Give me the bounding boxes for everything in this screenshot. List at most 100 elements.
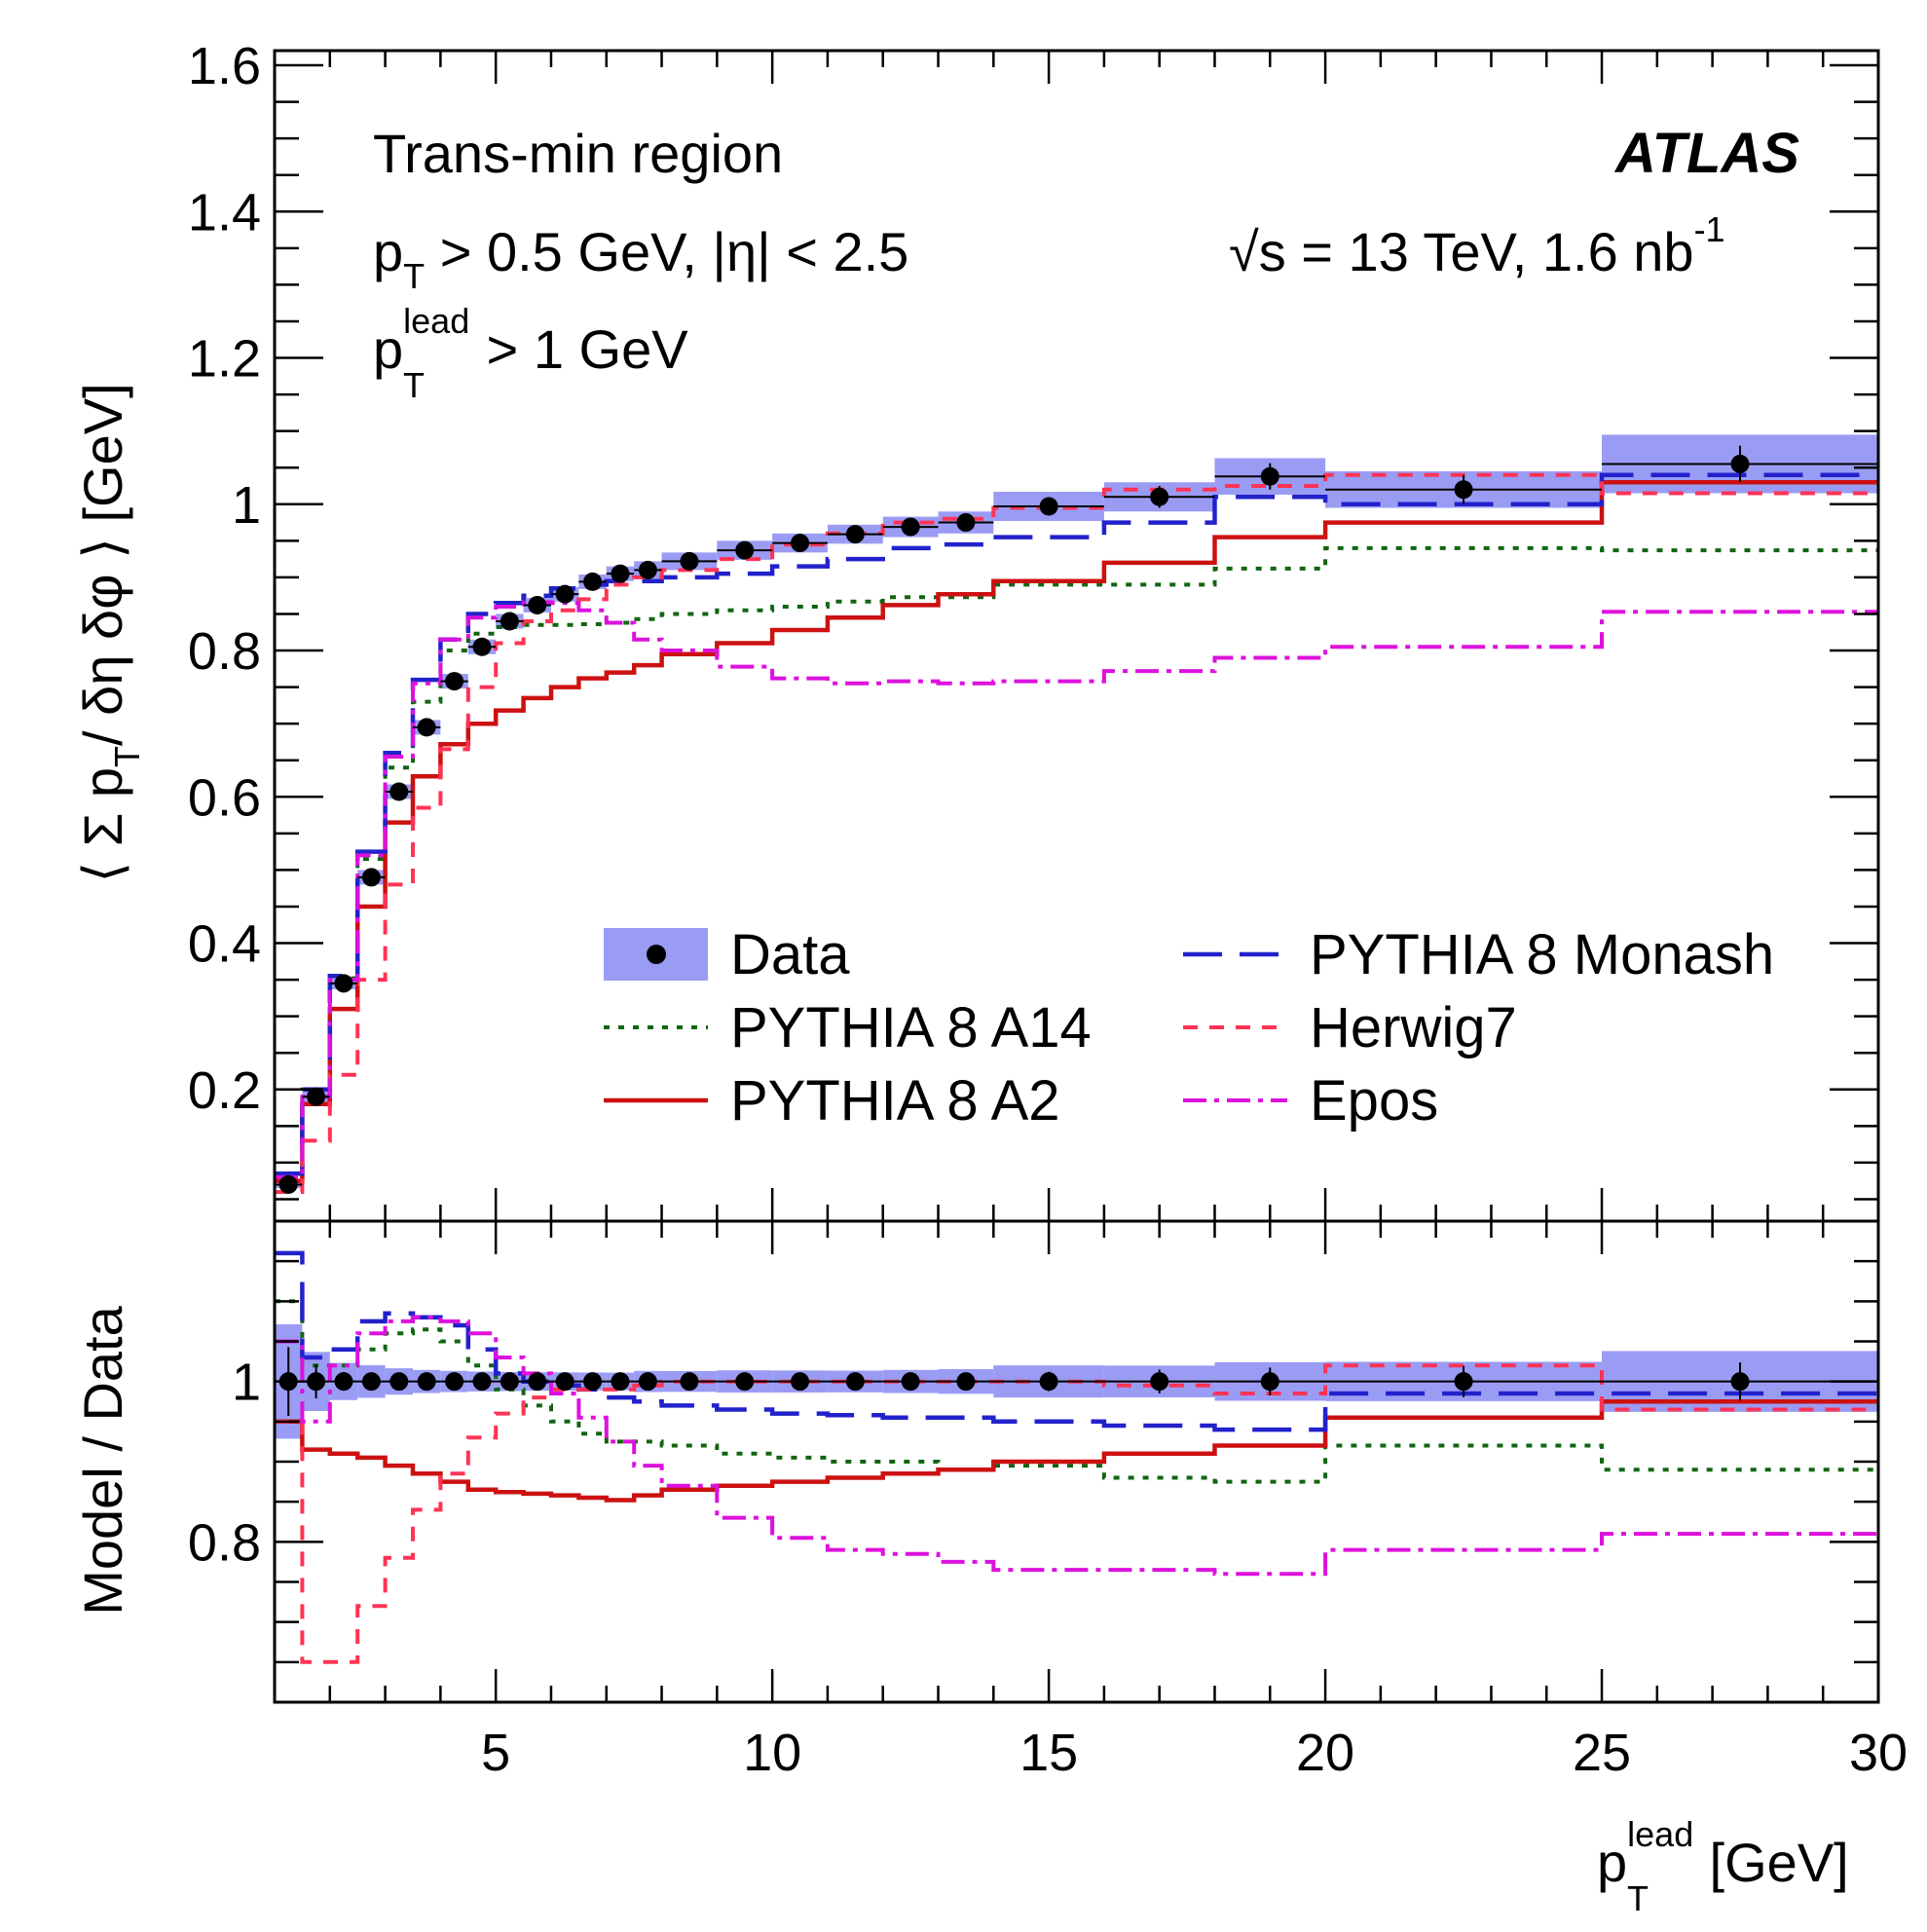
data-point-ratio-14: [680, 1372, 699, 1392]
cut1-p: p: [373, 221, 403, 282]
data-point-top-1: [307, 1087, 326, 1106]
data-point-ratio-16: [791, 1372, 810, 1392]
data-point-top-21: [1150, 487, 1169, 506]
cut2-p: p: [373, 318, 403, 380]
data-point-top-10: [555, 584, 574, 604]
x-tick-label-5: 5: [481, 1724, 510, 1782]
data-point-ratio-2: [334, 1372, 353, 1392]
data-point-top-18: [901, 517, 920, 537]
data-point-ratio-12: [611, 1372, 630, 1392]
cut1-rest: > 0.5 GeV, |η| < 2.5: [425, 221, 908, 282]
legend-data-marker: [647, 945, 666, 964]
series-ratio-pythia-8-a14: [275, 1299, 1878, 1484]
cut2-rest: > 1 GeV: [471, 318, 688, 380]
data-point-ratio-5: [417, 1372, 436, 1392]
x-tick-label-30: 30: [1849, 1724, 1908, 1782]
axes-frames: [273, 49, 1880, 1704]
data-point-top-19: [956, 513, 976, 533]
data-point-ratio-8: [500, 1372, 519, 1392]
data-point-ratio-24: [1730, 1372, 1750, 1392]
series-ratio-herwig7: [275, 1363, 1878, 1664]
top-series-group: [275, 472, 1878, 1194]
data-point-top-4: [389, 782, 409, 801]
data-point-top-7: [472, 637, 492, 656]
x-tick-label-25: 25: [1573, 1724, 1631, 1782]
series-ratio-pythia-8-monash: [275, 1250, 1878, 1432]
cut2-sup: lead: [403, 301, 469, 341]
data-point-ratio-4: [389, 1372, 409, 1392]
y-title-post: / δη δφ ⟩ [GeV]: [72, 383, 133, 746]
data-point-ratio-18: [901, 1372, 920, 1392]
data-point-top-5: [417, 718, 436, 737]
cut1-label: pT > 0.5 GeV, |η| < 2.5: [373, 221, 908, 296]
y-tick-label-top-7: 1.6: [188, 37, 261, 95]
energy-sup: -1: [1694, 209, 1725, 249]
series-top-pythia-8-a2: [275, 479, 1878, 1183]
data-point-ratio-13: [638, 1372, 657, 1392]
x-title-p: p: [1597, 1832, 1627, 1893]
data-point-ratio-19: [956, 1372, 976, 1392]
y-tick-label-bottom-1: 1: [232, 1354, 261, 1412]
y-tick-label-top-4: 1: [232, 476, 261, 535]
x-title-sub: T: [1627, 1878, 1649, 1918]
y-axis-title-bottom: Model / Data: [72, 1305, 133, 1615]
y-tick-label-top-3: 0.8: [188, 622, 261, 681]
legend-label-herwig: Herwig7: [1310, 996, 1517, 1059]
data-point-top-8: [500, 612, 519, 631]
data-point-ratio-10: [555, 1372, 574, 1392]
data-point-ratio-17: [845, 1372, 865, 1392]
data-point-ratio-11: [583, 1372, 603, 1392]
data-point-top-17: [845, 525, 865, 544]
region-label: Trans-min region: [373, 123, 783, 184]
cut2-sub: T: [403, 365, 425, 405]
experiment-label: ATLAS: [1613, 122, 1799, 185]
data-point-top-14: [680, 551, 699, 571]
legend-label-epos: Epos: [1310, 1069, 1438, 1133]
x-tick-label-15: 15: [1019, 1724, 1078, 1782]
x-title-rest: [GeV]: [1694, 1832, 1849, 1893]
series-ratio-epos: [275, 1315, 1878, 1577]
y-tick-label-top-6: 1.4: [188, 183, 261, 242]
data-point-top-2: [334, 974, 353, 993]
data-point-ratio-9: [528, 1372, 547, 1392]
x-tick-label-10: 10: [743, 1724, 801, 1782]
y-tick-label-top-1: 0.4: [188, 915, 261, 974]
data-point-ratio-7: [472, 1372, 492, 1392]
series-top-herwig7: [275, 472, 1878, 1194]
x-title-sup: lead: [1627, 1814, 1693, 1854]
data-point-top-9: [528, 595, 547, 614]
series-ratio-pythia-8-a2: [275, 1399, 1878, 1503]
data-point-top-23: [1454, 480, 1473, 500]
data-point-ratio-3: [361, 1372, 381, 1392]
legend-label-a14: PYTHIA 8 A14: [730, 996, 1092, 1059]
top-data-band-group: [275, 434, 1878, 1189]
legend: Data PYTHIA 8 A14 PYTHIA 8 A2 PYTHIA 8 M…: [604, 923, 1774, 1133]
bottom-series-group: [275, 1250, 1878, 1664]
data-point-top-22: [1260, 466, 1279, 486]
data-point-top-15: [735, 540, 755, 560]
top-data-points-group: [275, 445, 1878, 1194]
data-point-ratio-15: [735, 1372, 755, 1392]
cut1-sub: T: [403, 256, 425, 296]
x-tick-label-20: 20: [1296, 1724, 1354, 1782]
data-point-top-13: [638, 560, 657, 579]
energy-main: √s = 13 TeV, 1.6 nb: [1229, 221, 1694, 282]
data-point-top-3: [361, 868, 381, 887]
data-point-ratio-23: [1454, 1372, 1473, 1392]
data-point-top-11: [583, 572, 603, 591]
data-point-top-12: [611, 564, 630, 583]
ticks-group: 5 10 15 20 25 30 0.2 0.4 0.6 0.8 1 1.2 1.4 1.6 0.8 1: [188, 37, 1908, 1782]
data-point-ratio-21: [1150, 1372, 1169, 1392]
data-point-top-0: [278, 1174, 298, 1194]
y-title-sub: T: [107, 746, 147, 767]
data-point-top-16: [791, 534, 810, 553]
y-tick-label-top-5: 1.2: [188, 330, 261, 389]
data-point-ratio-6: [445, 1372, 464, 1392]
y-title-pre: ⟨ Σ p: [72, 767, 133, 883]
energy-label: √s = 13 TeV, 1.6 nb-1: [1229, 209, 1725, 282]
data-point-ratio-22: [1260, 1372, 1279, 1392]
legend-label-a2: PYTHIA 8 A2: [730, 1069, 1060, 1133]
data-point-ratio-20: [1039, 1372, 1058, 1392]
series-top-epos: [275, 600, 1878, 1179]
